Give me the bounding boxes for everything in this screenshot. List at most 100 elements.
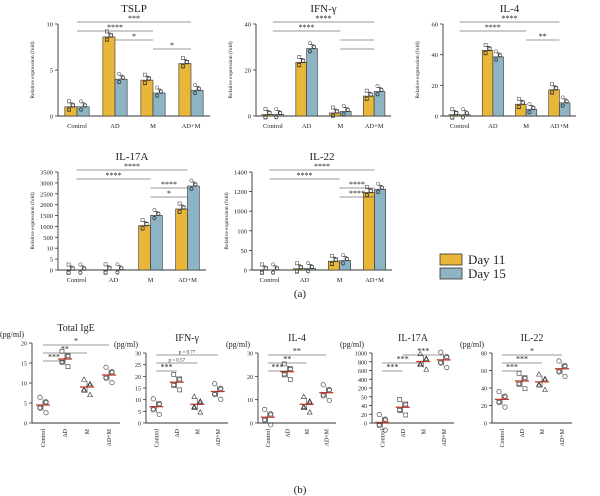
data-point-circle	[150, 406, 156, 412]
bar-day-11	[327, 260, 340, 271]
data-point-circle	[262, 406, 268, 412]
data-point-square	[263, 115, 268, 119]
significance-label: ****	[502, 14, 518, 23]
data-point-circle	[156, 411, 162, 417]
data-point-triangle	[300, 403, 307, 409]
data-point-circle	[444, 355, 450, 361]
data-point-circle	[78, 262, 83, 267]
y-tick-label: 5	[24, 402, 27, 408]
data-point-square	[330, 261, 334, 266]
data-point-circle	[117, 71, 122, 76]
chart-title: IFN-γ	[310, 3, 336, 15]
bar-day-11	[64, 106, 78, 117]
data-point-circle	[103, 364, 109, 370]
x-tick-label: AD+M	[178, 277, 197, 284]
data-point-circle	[326, 397, 332, 403]
bar-day-15	[272, 114, 284, 117]
data-point-circle	[156, 211, 161, 216]
y-tick-label: 600	[358, 369, 367, 375]
data-point-circle	[262, 416, 268, 422]
significance-label: p = 0.77	[179, 351, 196, 356]
data-point-square	[368, 92, 373, 97]
data-point-triangle	[87, 391, 93, 398]
y-tick-label: 0	[138, 422, 141, 428]
data-point-triangle	[542, 375, 548, 381]
data-point-square	[364, 96, 369, 101]
bar-day-15	[76, 106, 90, 117]
y-tick-label: 1000	[234, 209, 247, 216]
data-point-square	[103, 270, 108, 275]
data-point-square	[260, 262, 264, 267]
data-point-triangle	[542, 386, 548, 392]
y-tick-label: 10	[135, 398, 141, 404]
data-point-circle	[212, 391, 218, 397]
y-tick-label: 500	[43, 235, 53, 242]
data-point-square	[177, 201, 182, 206]
bar-day-15	[339, 260, 351, 271]
data-point-circle	[156, 400, 162, 406]
data-point-circle	[341, 253, 346, 258]
legend-swatch-day15	[439, 267, 463, 280]
data-point-circle	[502, 404, 508, 410]
y-tick-label: 1000	[355, 352, 367, 358]
bar-day-11	[295, 62, 307, 117]
data-point-circle	[380, 185, 385, 190]
bar-day-11	[138, 225, 151, 271]
bar-day-15	[306, 48, 318, 117]
data-point-circle	[376, 189, 381, 194]
data-point-circle	[444, 354, 450, 360]
data-point-circle	[494, 57, 499, 62]
data-point-circle	[438, 359, 444, 365]
x-tick-label: AD+M	[216, 428, 222, 446]
data-point-circle	[193, 82, 198, 87]
x-tick-label: M	[195, 428, 201, 434]
y-tick-label: 80	[481, 352, 487, 358]
data-point-square	[70, 266, 75, 270]
x-tick-label: Control	[266, 429, 272, 448]
x-tick-label: Control	[41, 429, 47, 448]
y-tick-label: 60	[481, 369, 487, 375]
x-tick-label: Control	[154, 429, 160, 448]
bar-chart-1: IFN-γ 0 20 40 Relative expression (fold) Cont…	[227, 3, 391, 130]
data-point-circle	[306, 268, 311, 273]
plots-layer: TSLP 0 5 10 Relative expression (fold) Contro…	[0, 3, 576, 447]
y-tick-label: 20	[21, 342, 27, 348]
data-point-square	[66, 262, 71, 267]
data-point-square	[516, 104, 521, 109]
significance-label: ***	[516, 355, 528, 364]
y-tick-label: 10	[47, 22, 54, 29]
data-point-triangle	[300, 404, 307, 410]
significance-label: **	[283, 355, 291, 364]
data-point-square	[299, 265, 303, 269]
data-point-square	[550, 82, 554, 87]
chart-title: TSLP	[121, 3, 147, 15]
y-tick-label: 10	[21, 382, 27, 388]
data-point-circle	[564, 99, 569, 104]
significance-label: ****	[161, 180, 177, 189]
y-tick-label: 2500	[40, 191, 53, 198]
data-point-square	[143, 80, 147, 85]
x-tick-label: AD+M	[182, 123, 201, 130]
data-point-square	[483, 43, 488, 47]
data-point-circle	[117, 79, 122, 84]
data-point-triangle	[417, 361, 424, 368]
data-point-square	[263, 107, 268, 111]
significance-label: ***	[506, 363, 518, 372]
data-point-square	[397, 408, 403, 413]
data-point-circle	[150, 407, 156, 413]
bar-day-15	[150, 215, 163, 271]
x-tick-label: AD	[110, 123, 120, 130]
data-point-circle	[502, 393, 508, 399]
data-point-square	[403, 412, 409, 418]
y-tick-label: 40	[245, 22, 252, 29]
x-tick-label: AD+M	[442, 428, 448, 446]
y-tick-label: 0	[484, 422, 487, 428]
x-tick-label: Control	[67, 123, 87, 130]
y-tick-label: 5	[50, 257, 53, 264]
x-tick-label: Control	[450, 123, 470, 130]
data-point-circle	[262, 417, 268, 423]
data-point-triangle	[197, 409, 204, 415]
data-point-circle	[310, 264, 315, 269]
data-point-square	[144, 221, 149, 226]
data-point-triangle	[197, 398, 204, 404]
